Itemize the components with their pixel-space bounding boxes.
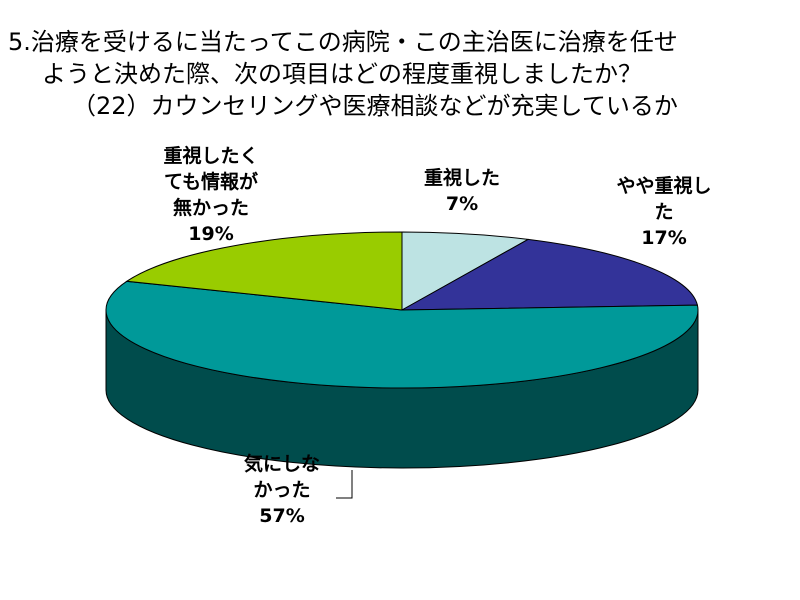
slice-percent-3: 19% xyxy=(188,223,233,245)
chart-title-line-3: （22）カウンセリングや医療相談などが充実しているか xyxy=(72,92,678,120)
slice-percent-2: 57% xyxy=(259,505,304,527)
pie-slice-2 xyxy=(105,280,699,389)
leader-line-2 xyxy=(336,470,353,499)
slice-label-line-3-2: 無かった xyxy=(173,196,249,219)
slice-label-line-2-1: かった xyxy=(253,479,310,501)
slice-percent-0: 7% xyxy=(446,193,478,215)
slice-label-line-2-0: 気にしな xyxy=(244,452,320,475)
slice-label-2: 気にしなかった 57% xyxy=(244,452,320,527)
chart-title-line-2: ようと決めた際、次の項目はどの程度重視しましたか？ xyxy=(42,60,642,88)
slice-label-1: やや重視した 17% xyxy=(616,174,711,249)
pie-slices xyxy=(105,231,699,389)
slice-percent-1: 17% xyxy=(641,227,686,249)
chart-title-line-1: 5.治療を受けるに当たってこの病院・この主治医に治療を任せ xyxy=(8,28,678,56)
pie-slice-1 xyxy=(401,238,699,311)
slice-label-line-3-1: ても情報が xyxy=(164,170,258,193)
slice-label-line-0-0: 重視した xyxy=(424,166,500,189)
pie-slice-3 xyxy=(125,231,403,311)
slice-label-line-3-0: 重視したく xyxy=(163,144,258,167)
slice-label-3: 重視したくても情報が無かった 19% xyxy=(163,144,258,245)
slice-labels: 重視した 7% やや重視した 17% 気にしなかった 57% 重視したくても情報が無かった 1… xyxy=(163,144,711,527)
slice-label-0: 重視した 7% xyxy=(424,166,500,215)
slice-label-line-1-1: た xyxy=(654,201,673,223)
slice-label-line-1-0: やや重視し xyxy=(616,174,711,197)
pie-slice-0 xyxy=(401,231,530,311)
leader-lines xyxy=(336,470,353,499)
